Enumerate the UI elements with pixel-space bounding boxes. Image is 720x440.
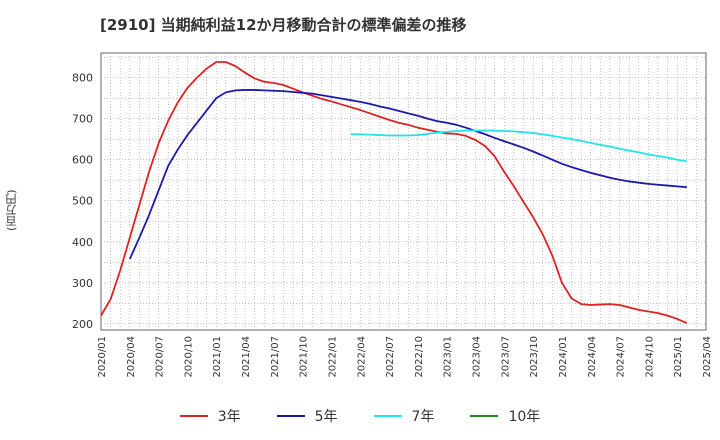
legend-swatch [179, 415, 208, 417]
legend-item-4: 10年 [470, 404, 540, 428]
x-tick-label: 2021/04 [241, 336, 252, 378]
legend-swatch [276, 415, 305, 417]
legend-label: 7年 [411, 409, 435, 425]
x-tick-label: 2020/01 [97, 336, 108, 378]
legend-label: 3年 [217, 409, 241, 425]
x-tick-label: 2020/04 [126, 336, 137, 378]
x-tick-label: 2021/01 [212, 336, 223, 378]
y-tick-label: 400 [72, 236, 93, 249]
x-tick-label: 2025/01 [673, 336, 684, 378]
y-tick-label: 300 [72, 277, 93, 290]
legend-item-3: 7年 [373, 404, 435, 428]
x-tick-label: 2020/10 [183, 336, 194, 378]
series-line-2 [128, 89, 687, 260]
x-tick-label: 2022/01 [327, 336, 338, 378]
x-tick-label: 2021/10 [299, 336, 310, 378]
y-tick-label: 500 [72, 195, 93, 208]
legend-item-1: 3年 [179, 404, 241, 428]
x-tick-label: 2022/10 [414, 336, 425, 378]
legend-swatch [373, 415, 402, 417]
x-tick-label: 2023/04 [472, 336, 483, 378]
y-tick-label: 200 [72, 318, 93, 331]
y-tick-labels: 200 300 400 500 600 700 800 [72, 72, 93, 331]
series-line-1 [100, 61, 688, 324]
legend-swatch [470, 415, 499, 417]
x-tick-label: 2022/07 [385, 336, 396, 378]
y-tick-label: 600 [72, 154, 93, 167]
legend-label: 5年 [314, 409, 338, 425]
x-tick-label: 2023/01 [443, 336, 454, 378]
series-line-3 [350, 129, 687, 163]
x-tick-label: 2023/10 [529, 336, 540, 378]
legend-item-2: 5年 [276, 404, 338, 428]
x-tick-label: 2021/07 [270, 336, 281, 378]
x-tick-label: 2024/01 [558, 336, 569, 378]
x-tick-label: 2023/07 [500, 336, 511, 378]
x-tick-label: 2024/04 [587, 336, 598, 378]
series-lines [100, 61, 688, 324]
x-tick-label: 2024/10 [644, 336, 655, 378]
grid-lines [101, 53, 706, 330]
x-tick-label: 2025/04 [702, 336, 713, 378]
x-tick-label: 2024/07 [616, 336, 627, 378]
x-tick-label: 2022/04 [356, 336, 367, 378]
chart-title: [2910] 当期純利益12か月移動合計の標準偏差の推移 [100, 16, 467, 34]
y-tick-label: 800 [72, 72, 93, 85]
x-tick-labels: 2020/01 2020/04 2020/07 2020/10 2021/01 2021/… [97, 336, 713, 378]
legend-label: 10年 [508, 409, 541, 425]
plot-area [100, 52, 707, 331]
legend: 3年 5年 7年 10年 [0, 404, 720, 428]
y-tick-label: 700 [72, 113, 93, 126]
x-tick-label: 2020/07 [155, 336, 166, 378]
